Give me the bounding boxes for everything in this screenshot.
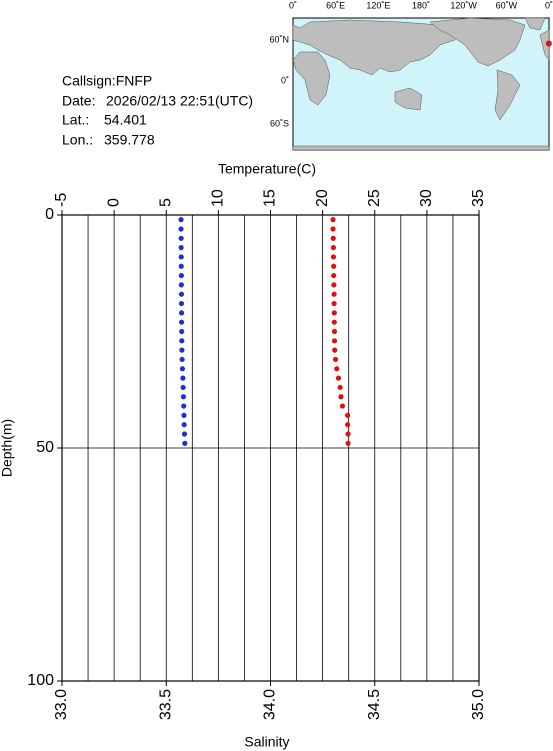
data-point [182, 440, 188, 446]
date: 2026/02/13 22:51(UTC) [106, 93, 253, 109]
x-tick-label: -5 [53, 193, 70, 207]
data-point [331, 272, 337, 279]
x-tick-label: 30 [418, 189, 435, 207]
map-lat-label: 60˚S [270, 118, 289, 128]
map-lat-label: 0˚ [281, 75, 289, 85]
x-tick-label: 20 [314, 189, 331, 207]
data-point [339, 403, 346, 409]
map-lon-label: 60˚E [326, 0, 345, 10]
data-point [331, 338, 338, 344]
data-point [178, 291, 185, 297]
data-point [331, 291, 337, 297]
y-tick-label: 50 [36, 439, 54, 456]
data-point [180, 384, 186, 391]
x2-tick-label: 34.5 [366, 689, 383, 720]
x2-axis-label: Salinity [244, 734, 289, 750]
map-lat-label: 60˚N [269, 34, 289, 44]
data-point [335, 375, 342, 381]
data-point [179, 356, 185, 363]
data-point [180, 394, 187, 400]
map-lon-label: 180˚ [412, 0, 430, 10]
x-axis-label: Temperature(C) [218, 161, 316, 177]
map-lon-label: 0˚ [289, 0, 297, 10]
data-point [345, 422, 351, 428]
land [394, 87, 423, 111]
x-tick-label: 15 [262, 189, 279, 207]
lon: 359.778 [104, 132, 155, 148]
data-point [330, 226, 336, 232]
data-point [331, 263, 337, 269]
data-point [345, 440, 351, 446]
date-label: Date: [62, 93, 95, 109]
x2-tick-label: 33.5 [157, 689, 174, 720]
lon-label: Lon.: [62, 132, 93, 148]
callsign: Callsign:FNFP [62, 73, 152, 89]
data-point [178, 254, 184, 260]
land [292, 145, 550, 151]
data-point [332, 356, 339, 363]
x-tick-label: 35 [470, 189, 487, 207]
land [292, 19, 461, 76]
data-point [179, 366, 186, 372]
land [539, 29, 550, 61]
x-tick-label: 25 [366, 189, 383, 207]
x-tick-label: 0 [105, 198, 122, 207]
land [494, 69, 521, 121]
data-point [331, 300, 337, 307]
y-axis-label: Depth(m) [0, 419, 15, 477]
data-point [330, 245, 337, 251]
data-point [178, 272, 184, 279]
data-point [331, 319, 337, 325]
data-point [181, 422, 187, 428]
data-point [331, 282, 337, 288]
data-point [178, 300, 185, 307]
map-lon-label: 60˚W [496, 0, 518, 10]
data-point [178, 263, 184, 269]
lat: 54.401 [104, 112, 147, 128]
data-point [178, 245, 184, 251]
data-point [334, 366, 340, 372]
data-point [337, 384, 343, 391]
data-point [330, 217, 336, 223]
data-point [179, 347, 185, 353]
land [292, 51, 331, 106]
data-point [181, 412, 187, 418]
land [524, 17, 546, 31]
data-point [181, 431, 188, 437]
data-point [338, 394, 344, 400]
x-tick-label: 5 [157, 198, 174, 207]
map [292, 17, 550, 151]
data-point [330, 254, 337, 260]
data-point [178, 282, 184, 288]
data-point [331, 310, 337, 316]
lat-label: Lat.: [62, 112, 89, 128]
data-point [178, 217, 184, 223]
map-lon-label: 120˚E [366, 0, 390, 10]
station-marker [545, 40, 552, 47]
x-tick-label: 10 [210, 189, 227, 207]
data-point [179, 328, 185, 335]
y-tick-label: 0 [45, 206, 54, 223]
data-point [178, 235, 184, 241]
land [429, 17, 526, 67]
data-point [330, 235, 336, 241]
data-point [180, 375, 186, 381]
y-tick-label: 100 [27, 672, 54, 689]
data-point [178, 226, 184, 232]
data-point [345, 431, 351, 437]
data-point [178, 310, 185, 316]
data-point [178, 319, 185, 325]
data-point [181, 403, 187, 409]
data-point [332, 347, 338, 353]
x2-tick-label: 34.0 [262, 689, 279, 720]
data-point [179, 338, 185, 344]
map-lon-label: 120˚W [450, 0, 477, 10]
x2-tick-label: 33.0 [53, 689, 70, 720]
data-point [331, 328, 338, 335]
map-lon-label: 0˚ [545, 0, 553, 10]
data-point [345, 412, 351, 418]
x2-tick-label: 35.0 [470, 689, 487, 720]
